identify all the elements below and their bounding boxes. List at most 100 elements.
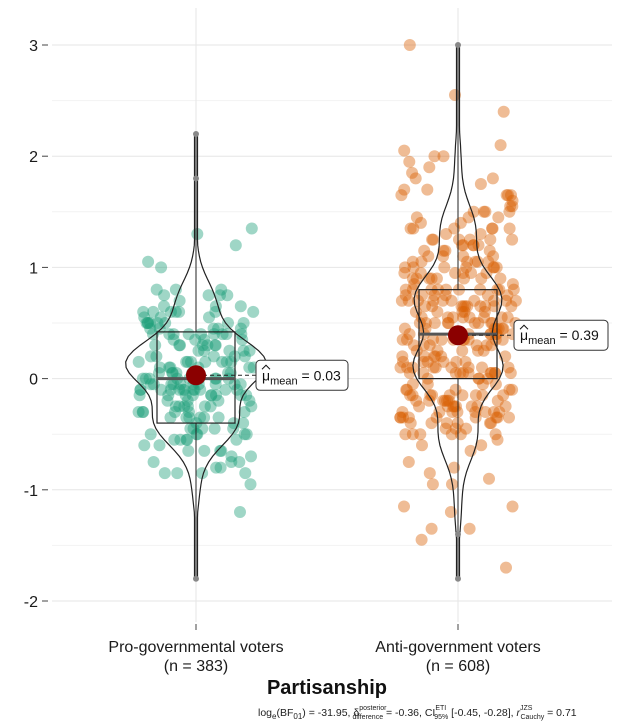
data-point: [136, 372, 149, 385]
data-point: [240, 428, 253, 441]
data-point: [448, 461, 461, 474]
data-point: [151, 317, 164, 329]
data-point: [144, 322, 157, 335]
mean-subscript: mean: [528, 335, 556, 347]
data-point: [494, 272, 507, 285]
data-point: [173, 383, 186, 396]
caption-bf-tail: (BF: [276, 707, 293, 719]
data-point: [225, 456, 238, 468]
data-point: [494, 139, 507, 152]
data-point: [189, 333, 202, 346]
data-point: [203, 311, 215, 324]
data-point: [418, 244, 431, 257]
data-point: [161, 394, 174, 407]
caption-r-sub: Cauchy: [520, 714, 544, 721]
data-point: [474, 228, 487, 240]
data-point: [396, 350, 409, 363]
data-point: [245, 400, 258, 413]
data-point: [486, 222, 499, 235]
data-point: [425, 522, 438, 535]
data-point: [234, 389, 247, 402]
data-point: [196, 422, 209, 435]
data-point: [426, 300, 439, 313]
data-point: [485, 417, 497, 430]
mean-symbol: μ: [520, 327, 528, 343]
data-point: [477, 205, 490, 218]
data-point: [198, 411, 211, 424]
mean-label-box: [255, 359, 349, 391]
data-point: [484, 417, 496, 430]
data-point: [501, 311, 514, 324]
data-point: [150, 283, 163, 296]
y-tick-label: -2: [24, 594, 38, 611]
data-point: [243, 361, 256, 374]
data-point: [496, 333, 509, 346]
data-point: [162, 389, 175, 402]
data-point: [149, 339, 162, 352]
data-point: [198, 400, 211, 413]
data-point: [208, 328, 221, 341]
data-point: [182, 444, 195, 457]
data-point: [475, 272, 488, 285]
data-point: [201, 339, 214, 352]
data-point: [404, 389, 417, 402]
data-point: [240, 389, 253, 402]
data-point: [454, 367, 467, 379]
data-point: [437, 150, 450, 163]
data-point: [207, 322, 220, 335]
data-point: [233, 456, 246, 468]
data-point: [428, 350, 441, 363]
data-point: [239, 467, 252, 480]
data-point: [224, 367, 237, 379]
data-point: [209, 378, 222, 391]
data-point: [178, 400, 191, 413]
data-point: [186, 389, 199, 402]
data-point: [234, 300, 247, 313]
data-point: [470, 339, 483, 352]
data-point: [487, 406, 500, 418]
data-point: [507, 283, 520, 296]
data-point: [155, 383, 168, 396]
data-point: [442, 394, 455, 407]
caption-bf-value: ) = -31.95,: [302, 707, 353, 719]
data-point: [395, 294, 408, 307]
data-point: [461, 255, 474, 268]
data-point: [490, 261, 503, 274]
x-category-count: (n = 608): [426, 658, 490, 675]
mean-hat: [519, 324, 529, 330]
data-point: [449, 383, 462, 396]
data-point: [398, 183, 411, 196]
data-point: [502, 361, 515, 374]
data-point: [245, 222, 258, 235]
data-point: [171, 467, 184, 480]
data-point: [451, 406, 464, 418]
data-point: [225, 355, 238, 368]
data-point: [403, 155, 416, 168]
data-point: [220, 355, 233, 368]
data-point: [406, 166, 419, 179]
data-point: [414, 267, 427, 279]
data-point: [150, 350, 163, 363]
data-point: [413, 400, 425, 413]
data-point: [234, 378, 247, 391]
data-point: [478, 305, 491, 318]
data-point: [399, 289, 412, 302]
mean-label: μmean = 0.39: [520, 327, 599, 347]
data-point: [166, 367, 179, 379]
data-point: [428, 289, 441, 302]
data-points: [132, 39, 522, 574]
data-point: [243, 394, 256, 407]
data-point: [210, 389, 222, 402]
data-point: [164, 411, 177, 424]
data-point: [479, 300, 492, 313]
data-point: [147, 305, 160, 318]
data-point: [140, 317, 153, 329]
data-point: [234, 322, 247, 335]
data-point: [445, 428, 458, 441]
mean-hat: [261, 364, 271, 370]
data-point: [482, 255, 495, 268]
data-point: [443, 389, 456, 402]
data-point: [216, 328, 229, 341]
caption-delta-value: = -0.36,: [383, 707, 425, 719]
data-point: [173, 305, 186, 318]
